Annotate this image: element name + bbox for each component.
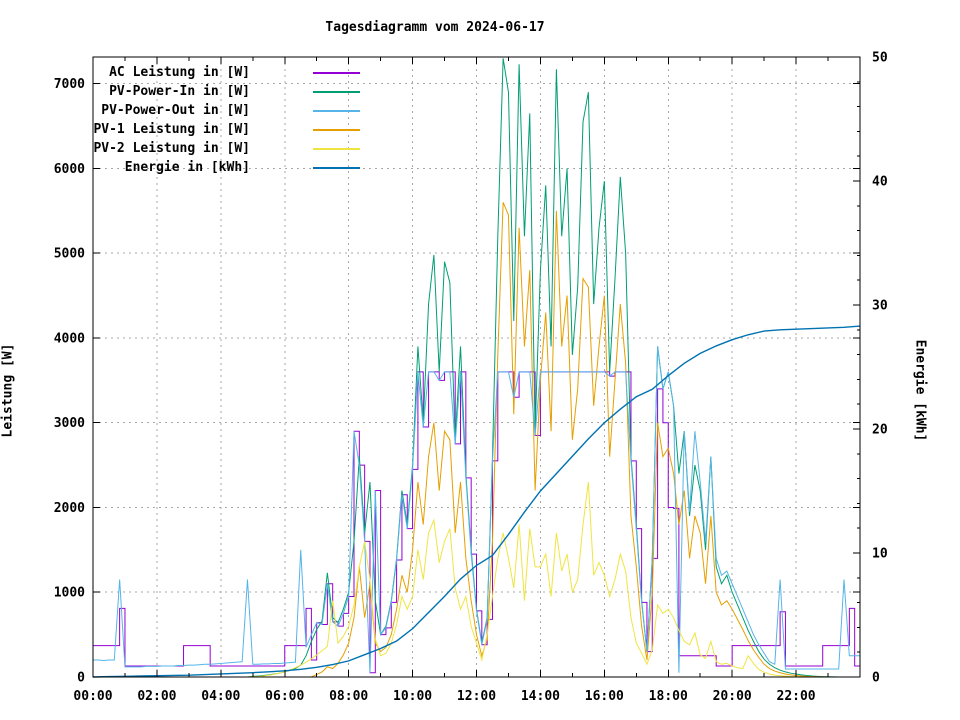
legend-line-swatch	[313, 71, 360, 74]
grid	[93, 57, 860, 677]
y-right-tick-label: 20	[872, 423, 888, 438]
y-right-tick-label: 40	[872, 175, 888, 190]
y-left-tick-label: 3000	[54, 416, 85, 431]
x-tick-label: 02:00	[137, 689, 176, 704]
y-right-tick-label: 50	[872, 51, 888, 66]
legend-item-pv-2-leistung: PV-2 Leistung in [W]	[0, 139, 380, 158]
chart-title: Tagesdiagramm vom 2024-06-17	[325, 20, 545, 35]
legend-line-swatch	[313, 147, 360, 150]
legend-line-swatch	[313, 90, 360, 93]
x-tick-label: 22:00	[777, 689, 816, 704]
x-tick-label: 06:00	[265, 689, 304, 704]
legend-label: PV-Power-In in [W]	[109, 84, 250, 99]
x-tick-label: 12:00	[457, 689, 496, 704]
legend: AC Leistung in [W] PV-Power-In in [W] PV-P…	[0, 63, 380, 177]
legend-label: AC Leistung in [W]	[109, 65, 250, 80]
x-tick-label: 20:00	[713, 689, 752, 704]
legend-item-pv-power-out: PV-Power-Out in [W]	[0, 101, 380, 120]
legend-item-ac-leistung: AC Leistung in [W]	[0, 63, 380, 82]
series-pv-power-out	[93, 346, 860, 673]
legend-item-pv-power-in: PV-Power-In in [W]	[0, 82, 380, 101]
x-tick-label: 16:00	[585, 689, 624, 704]
legend-line-swatch	[313, 166, 360, 169]
x-tick-label: 10:00	[393, 689, 432, 704]
y-axis-label-left: Leistung [W]	[0, 343, 16, 438]
y-left-tick-label: 1000	[54, 586, 85, 601]
legend-label: PV-2 Leistung in [W]	[93, 141, 250, 156]
series-ac-leistung	[93, 371, 860, 674]
y-right-tick-label: 30	[872, 299, 888, 314]
tick-labels: 0 1000 2000 3000 4000 5000 6000 7000 0 10 20 30 40 50…	[54, 51, 888, 705]
legend-item-energie: Energie in [kWh]	[0, 158, 380, 177]
legend-label: Energie in [kWh]	[124, 160, 250, 175]
y-axis-label-right: Energie [kWh]	[912, 339, 928, 442]
x-tick-label: 04:00	[201, 689, 240, 704]
y-left-tick-label: 7000	[54, 77, 85, 92]
axes	[92, 56, 861, 678]
y-left-tick-label: 4000	[54, 331, 85, 346]
x-tick-label: 18:00	[649, 689, 688, 704]
x-tick-label: 14:00	[521, 689, 560, 704]
y-left-tick-label: 5000	[54, 247, 85, 262]
legend-line-swatch	[313, 109, 360, 112]
y-left-tick-label: 0	[77, 671, 85, 686]
legend-label: PV-Power-Out in [W]	[101, 103, 250, 118]
y-right-tick-label: 0	[872, 671, 880, 686]
x-tick-label: 08:00	[329, 689, 368, 704]
y-right-tick-label: 10	[872, 547, 888, 562]
legend-item-pv-1-leistung: PV-1 Leistung in [W]	[0, 120, 380, 139]
x-tick-label: 00:00	[73, 689, 112, 704]
legend-label: PV-1 Leistung in [W]	[93, 122, 250, 137]
legend-line-swatch	[313, 128, 360, 131]
y-left-tick-label: 2000	[54, 501, 85, 516]
y-left-tick-label: 6000	[54, 162, 85, 177]
